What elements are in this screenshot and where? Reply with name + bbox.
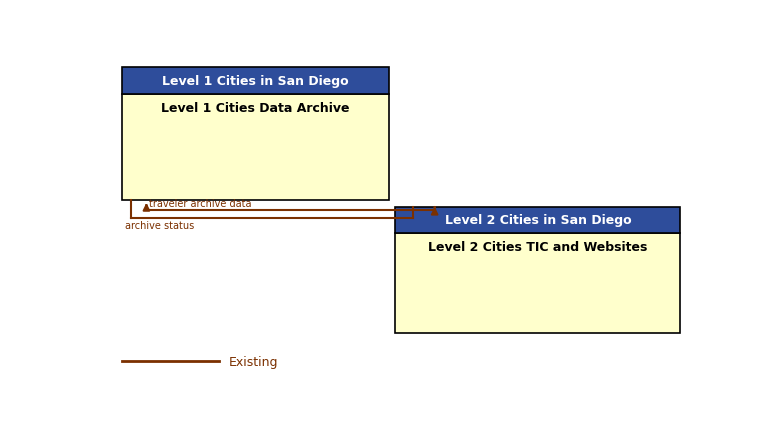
Text: Level 1 Cities Data Archive: Level 1 Cities Data Archive <box>161 101 350 114</box>
Bar <box>395 233 680 333</box>
Bar <box>122 95 389 200</box>
Text: Level 2 Cities in San Diego: Level 2 Cities in San Diego <box>445 214 631 227</box>
Text: Level 2 Cities TIC and Websites: Level 2 Cities TIC and Websites <box>428 240 648 253</box>
Text: archive status: archive status <box>125 221 194 230</box>
Text: Level 1 Cities in San Diego: Level 1 Cities in San Diego <box>162 75 349 88</box>
Text: Existing: Existing <box>229 355 278 368</box>
Text: traveler archive data: traveler archive data <box>150 199 252 209</box>
Bar <box>122 68 389 95</box>
Bar <box>395 207 680 233</box>
